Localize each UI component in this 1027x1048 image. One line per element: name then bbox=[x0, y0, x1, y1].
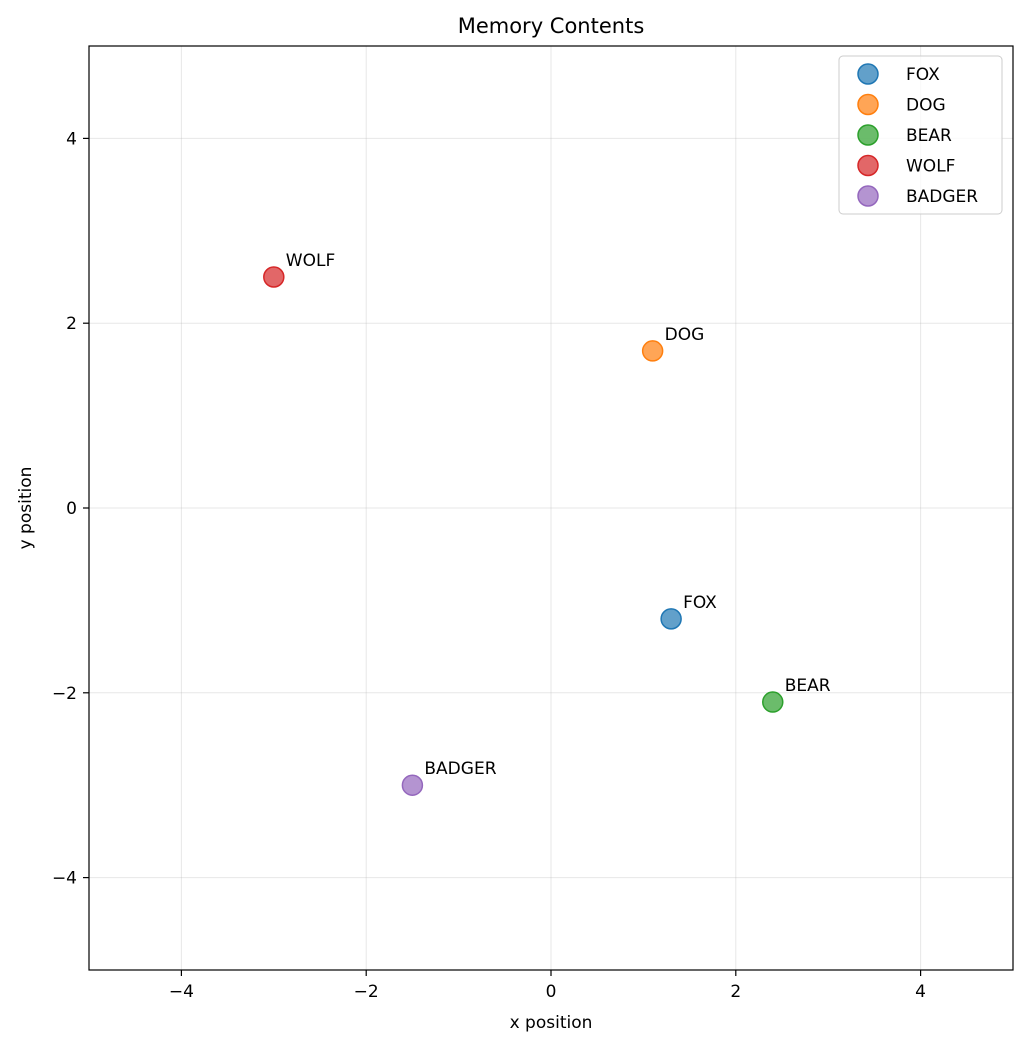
y-tick-label: −4 bbox=[52, 869, 77, 889]
legend-marker-dog bbox=[857, 93, 879, 116]
point-label-dog: DOG bbox=[665, 325, 705, 345]
legend-marker-badger bbox=[857, 185, 879, 207]
data-point-fox bbox=[660, 608, 682, 630]
y-tick-label: 2 bbox=[66, 314, 77, 334]
legend-box bbox=[838, 55, 1003, 215]
point-labels: FOX DOG BEAR WOLF BADGER bbox=[286, 251, 831, 779]
x-tick-label: −2 bbox=[354, 982, 379, 1002]
x-axis-label: x position bbox=[510, 1013, 593, 1033]
x-tick-label: 2 bbox=[730, 982, 741, 1002]
legend-marker-wolf bbox=[857, 154, 879, 177]
data-point-badger bbox=[401, 774, 424, 796]
legend-marker-bear bbox=[857, 124, 879, 146]
legend-marker-fox bbox=[857, 63, 879, 85]
legend-label-bear: BEAR bbox=[906, 126, 952, 146]
legend-label-dog: DOG bbox=[906, 96, 946, 116]
point-label-badger: BADGER bbox=[424, 759, 496, 779]
legend-label-fox: FOX bbox=[906, 65, 940, 85]
data-point-dog bbox=[641, 340, 664, 362]
y-tick-label: 4 bbox=[66, 129, 77, 149]
x-tick-label: 0 bbox=[546, 982, 557, 1002]
legend-label-wolf: WOLF bbox=[906, 157, 955, 177]
point-label-wolf: WOLF bbox=[286, 251, 335, 271]
x-tick-label: −4 bbox=[169, 982, 194, 1002]
x-tick-label: 4 bbox=[915, 982, 926, 1002]
data-point-bear bbox=[762, 691, 784, 713]
y-axis-label: y position bbox=[16, 467, 36, 550]
legend-label-badger: BADGER bbox=[906, 187, 978, 207]
data-point-wolf bbox=[263, 266, 285, 288]
y-tick-label: −2 bbox=[52, 684, 77, 704]
point-label-bear: BEAR bbox=[785, 676, 831, 696]
y-tick-label: 0 bbox=[66, 499, 77, 519]
data-points bbox=[263, 266, 784, 796]
chart-title: Memory Contents bbox=[458, 14, 645, 38]
legend: FOX DOG BEAR WOLF BADGER bbox=[838, 55, 1003, 215]
axis-ticks: −4 −2 0 2 4 −4 −2 0 2 4 bbox=[52, 129, 926, 1002]
point-label-fox: FOX bbox=[683, 593, 717, 613]
